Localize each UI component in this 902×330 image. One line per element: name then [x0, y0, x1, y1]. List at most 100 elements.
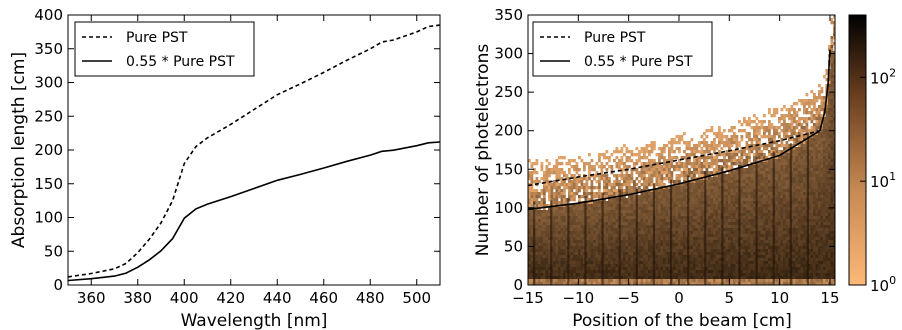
heatmap-cell: [710, 276, 714, 280]
heatmap-cell: [613, 201, 616, 205]
heatmap-cell: [630, 210, 634, 214]
heatmap-cell: [705, 213, 709, 217]
heatmap-cell: [730, 207, 734, 211]
heatmap-cell: [558, 156, 561, 160]
heatmap-cell: [603, 273, 606, 277]
heatmap-cell: [775, 222, 779, 226]
heatmap-cell: [695, 150, 699, 154]
heatmap-cell: [745, 198, 749, 202]
heatmap-cell: [720, 132, 724, 136]
heatmap-cell: [658, 207, 661, 211]
heatmap-cell: [575, 282, 579, 285]
heatmap-cell: [778, 198, 781, 202]
heatmap-cell: [690, 162, 694, 166]
heatmap-cell: [730, 144, 734, 148]
heatmap-cell: [553, 261, 556, 265]
heatmap-cell: [590, 204, 594, 208]
heatmap-cell: [620, 177, 624, 181]
heatmap-cell: [673, 210, 676, 214]
heatmap-cell: [715, 219, 719, 223]
heatmap-cell: [610, 201, 614, 205]
heatmap-cell: [793, 216, 796, 220]
heatmap-cell: [768, 180, 771, 184]
heatmap-cell: [660, 240, 664, 244]
heatmap-cell: [770, 189, 774, 193]
heatmap-cell: [758, 186, 761, 190]
heatmap-cell: [705, 189, 709, 193]
heatmap-cell: [770, 138, 774, 142]
heatmap-cell: [685, 234, 689, 238]
heatmap-cell: [570, 234, 574, 238]
heatmap-cell: [675, 189, 679, 193]
heatmap-cell: [795, 282, 799, 285]
heatmap-cell: [623, 198, 626, 202]
heatmap-cell: [645, 162, 649, 166]
heatmap-cell: [723, 240, 726, 244]
heatmap-cell: [705, 171, 709, 175]
heatmap-cell: [800, 228, 804, 232]
heatmap-cell: [775, 147, 779, 151]
heatmap-cell: [610, 279, 614, 283]
heatmap-cell: [545, 249, 549, 253]
heatmap-cell: [645, 207, 649, 211]
heatmap-cell: [530, 240, 534, 244]
heatmap-cell: [723, 135, 726, 139]
heatmap-cell: [768, 273, 771, 277]
heatmap-cell: [620, 210, 624, 214]
heatmap-cell: [778, 165, 781, 169]
heatmap-cell: [785, 234, 789, 238]
heatmap-cell: [658, 159, 661, 163]
heatmap-cell: [770, 282, 774, 285]
heatmap-cell: [705, 276, 709, 280]
heatmap-cell: [728, 249, 731, 253]
heatmap-cell: [765, 219, 769, 223]
heatmap-cell: [688, 183, 691, 187]
heatmap-cell: [773, 126, 776, 130]
heatmap-cell: [700, 282, 704, 285]
heatmap-cell: [648, 153, 651, 157]
heatmap-cell: [610, 264, 614, 268]
heatmap-cell: [628, 189, 631, 193]
heatmap-cell: [780, 261, 784, 265]
heatmap-cell: [748, 228, 751, 232]
heatmap-cell: [795, 255, 799, 259]
heatmap-cell: [793, 267, 796, 271]
heatmap-cell: [743, 117, 746, 121]
heatmap-cell: [668, 147, 671, 151]
heatmap-cell: [745, 246, 749, 250]
heatmap-cell: [780, 222, 784, 226]
heatmap-cell: [610, 267, 614, 271]
heatmap-cell: [605, 246, 609, 250]
heatmap-cell: [780, 246, 784, 250]
heatmap-cell: [715, 195, 719, 199]
heatmap-cell: [688, 231, 691, 235]
heatmap-cell: [698, 183, 701, 187]
heatmap-cell: [648, 198, 651, 202]
heatmap-cell: [598, 174, 601, 178]
heatmap-cell: [573, 159, 576, 163]
heatmap-cell: [618, 183, 621, 187]
heatmap-cell: [578, 282, 581, 285]
heatmap-cell: [693, 267, 696, 271]
heatmap-cell: [745, 213, 749, 217]
heatmap-cell: [743, 276, 746, 280]
heatmap-cell: [700, 228, 704, 232]
heatmap-cell: [748, 183, 751, 187]
heatmap-cell: [660, 276, 664, 280]
heatmap-cell: [713, 225, 716, 229]
heatmap-cell: [535, 252, 539, 256]
heatmap-cell: [555, 240, 559, 244]
heatmap-cell: [638, 207, 641, 211]
heatmap-cell: [775, 270, 779, 274]
heatmap-cell: [638, 267, 641, 271]
heatmap-cell: [643, 177, 646, 181]
heatmap-cell: [588, 270, 591, 274]
heatmap-cell: [533, 171, 536, 175]
heatmap-cell: [708, 207, 711, 211]
heatmap-cell: [700, 171, 704, 175]
heatmap-cell: [685, 219, 689, 223]
heatmap-cell: [713, 150, 716, 154]
heatmap-cell: [728, 240, 731, 244]
heatmap-cell: [568, 189, 571, 193]
heatmap-cell: [608, 282, 611, 285]
